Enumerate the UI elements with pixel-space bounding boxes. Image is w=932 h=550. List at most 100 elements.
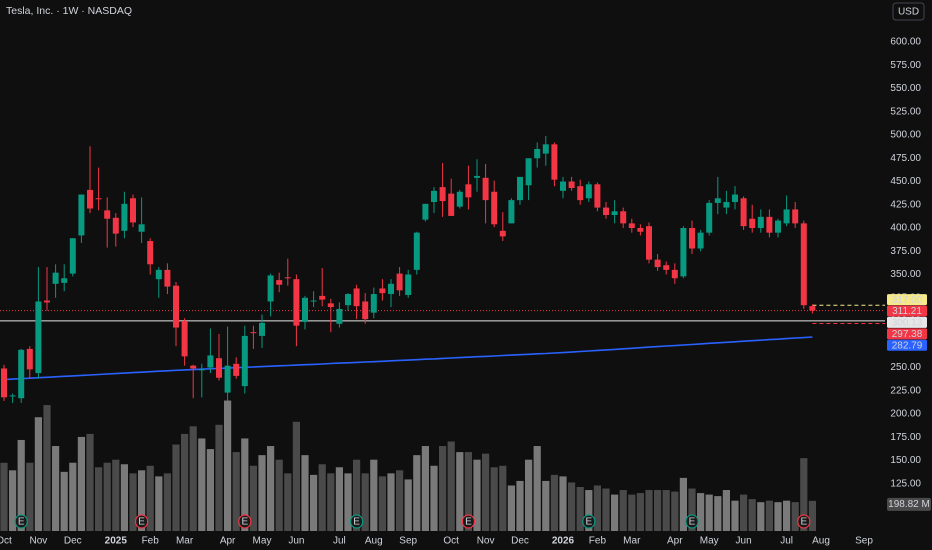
price-badge: [887, 294, 927, 306]
volume-bar: [516, 480, 524, 531]
candle-body: [18, 349, 25, 399]
x-tick-label: Feb: [589, 536, 607, 547]
y-tick-label: 425.00: [890, 199, 921, 210]
y-tick-label: 450.00: [890, 176, 921, 187]
volume-bar: [163, 473, 171, 531]
candle-body: [112, 217, 119, 234]
price-lines: [0, 304, 885, 381]
candle-body: [809, 306, 816, 311]
candle-body: [439, 187, 446, 202]
candle-body: [525, 158, 532, 186]
candle-body: [310, 300, 317, 302]
volume-bar: [413, 455, 421, 531]
currency-box[interactable]: [892, 2, 925, 21]
candle-body: [69, 238, 76, 274]
earnings-label: E: [241, 517, 248, 528]
candle-body: [198, 369, 205, 371]
x-tick-label: Oct: [0, 536, 12, 547]
candle-body: [138, 224, 145, 232]
candle-body: [517, 176, 523, 201]
candle-body: [723, 201, 730, 208]
candle-body: [732, 194, 738, 202]
candle-body: [147, 241, 154, 265]
volume-bar: [628, 494, 636, 531]
candle-body: [603, 207, 609, 216]
volume-bar: [421, 446, 429, 531]
x-tick-label: May: [700, 536, 719, 547]
volume-bar: [542, 480, 550, 531]
price-badge: [887, 339, 927, 351]
candle-body: [155, 269, 162, 280]
candle-body: [413, 232, 420, 270]
earnings-marker: [461, 514, 475, 529]
x-tick-label: Jul: [333, 536, 346, 547]
candle-body: [181, 321, 188, 357]
candle-body: [663, 265, 670, 270]
price-badge: [887, 305, 927, 317]
volume-bar: [34, 417, 42, 531]
volume-bar: [636, 493, 644, 531]
candle-body: [697, 232, 704, 249]
candle-body: [654, 259, 661, 268]
volume-bar: [146, 465, 154, 531]
candle-body: [241, 335, 248, 387]
volume-bar: [9, 470, 17, 531]
candle-body: [44, 300, 50, 303]
volume-bar: [499, 465, 507, 531]
candle-body: [671, 269, 678, 279]
volume-bar: [378, 476, 386, 531]
candle-body: [448, 193, 455, 216]
x-tick-label: 2026: [552, 536, 575, 547]
volume-bar: [671, 491, 679, 531]
candle-body: [714, 198, 721, 203]
candle-body: [499, 230, 506, 237]
volume-bar: [714, 496, 722, 531]
candle-body: [560, 181, 566, 191]
volume-bar: [722, 490, 730, 531]
candle-layer: [1, 135, 816, 403]
volume-bar: [447, 441, 455, 531]
x-tick-label: Dec: [511, 536, 529, 547]
volume-bar: [258, 455, 266, 531]
candle-body: [465, 184, 472, 198]
volume-bar: [284, 473, 292, 531]
x-tick-label: 2025: [105, 536, 128, 547]
volume-bar: [43, 405, 51, 531]
volume-badge: [887, 497, 931, 511]
volume-bar: [120, 464, 128, 531]
earnings-label: E: [800, 517, 807, 528]
y-tick-label: 250.00: [890, 362, 921, 373]
volume-bar: [473, 459, 481, 531]
candle-body: [224, 365, 231, 393]
y-tick-label: 200.00: [890, 409, 921, 420]
candle-body: [689, 228, 695, 249]
volume-bar: [748, 499, 756, 531]
candle-body: [646, 226, 652, 260]
currency[interactable]: USD: [898, 7, 919, 18]
candle-body: [233, 363, 240, 376]
volume-bar: [430, 465, 438, 531]
x-tick-label: Dec: [64, 536, 82, 547]
y-tick-label: 550.00: [890, 83, 921, 94]
x-tick-label: Mar: [623, 536, 641, 547]
candle-body: [35, 301, 42, 374]
candle-body: [568, 181, 575, 189]
candle-body: [585, 184, 592, 199]
volume-bar: [619, 490, 627, 531]
volume-bar: [731, 500, 739, 531]
candle-body: [87, 189, 93, 209]
volume-bar: [611, 494, 619, 531]
volume-bar: [224, 400, 232, 531]
volume-bar: [353, 459, 361, 531]
x-tick-label: Apr: [220, 536, 236, 547]
volume-bar: [335, 467, 343, 531]
volume-bar: [198, 438, 206, 531]
candle-body: [551, 144, 558, 180]
volume-bar: [645, 490, 653, 531]
volume-bar: [550, 474, 558, 531]
x-tick-label: Apr: [667, 536, 683, 547]
x-tick-label: Mar: [176, 536, 194, 547]
candle-body: [628, 223, 635, 229]
price-badge-label: 300.13: [892, 318, 923, 329]
